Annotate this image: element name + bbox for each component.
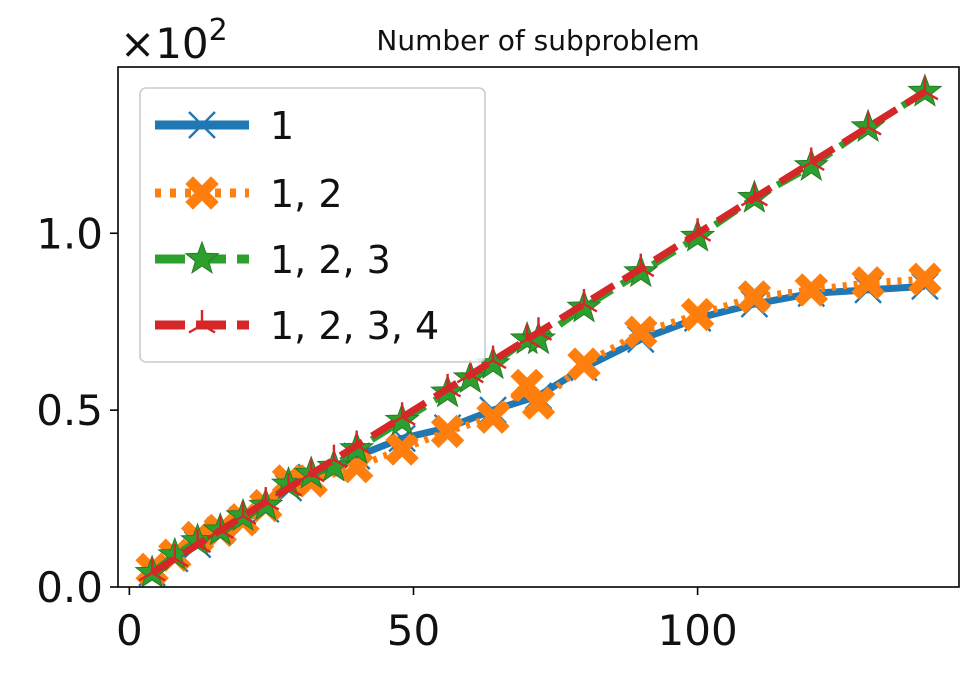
legend: 1 1, 2 1, 2, 3 1, 2, 3, 4 [139, 87, 486, 363]
series-4-point [206, 515, 234, 539]
series-4-point [524, 317, 553, 341]
series-3-point [793, 147, 829, 181]
series-4-point [274, 472, 303, 497]
series-2-point [851, 266, 885, 300]
y-tick-label: 1.0 [36, 209, 103, 258]
legend-item-2: 1, 2 [155, 172, 343, 216]
y-tick-label: 0.5 [36, 386, 103, 435]
series-layer [134, 73, 943, 587]
series-4-point [138, 557, 166, 582]
series-2-point [385, 432, 419, 466]
series-3-point [566, 289, 602, 323]
legend-marker [185, 176, 219, 210]
series-2-point [430, 414, 465, 449]
series-4-point [388, 402, 416, 426]
series-2-point [794, 273, 829, 307]
x-tick-label: 0 [116, 606, 143, 655]
plot-frame [117, 66, 960, 588]
series-2-point [680, 297, 715, 332]
series-3-point [384, 402, 420, 436]
legend-marker [188, 310, 216, 334]
series-4-point [320, 444, 348, 469]
x-tick-label: 50 [387, 606, 440, 655]
y-scale-multiplier: ×102 [120, 13, 228, 68]
series-2-point [624, 315, 658, 350]
series-4-point [297, 458, 325, 483]
series-4-point [911, 76, 939, 101]
series-4-point [479, 345, 507, 370]
legend-item-4: 1, 2, 3, 4 [155, 304, 439, 348]
series-4-point [513, 324, 541, 348]
legend-item-1: 1 [155, 104, 294, 148]
series-3-point [316, 448, 352, 482]
series-4-point [343, 430, 371, 455]
legend-label: 1 [270, 104, 294, 148]
legend-box [139, 87, 486, 363]
y-axis-ticks: 0.0 0.5 1.0 [36, 209, 118, 612]
series-4-point [740, 182, 769, 207]
series-4-point [797, 147, 825, 172]
series-4-point [229, 501, 257, 525]
x-tick-label: 100 [658, 606, 738, 655]
series-2-point [737, 280, 772, 314]
series-4-point [854, 112, 882, 136]
series-4-point [627, 253, 655, 278]
legend-label: 1, 2 [270, 172, 343, 216]
legend-marker [184, 240, 220, 274]
x-axis-ticks: 0 50 100 [116, 587, 738, 655]
series-4-point [570, 289, 598, 313]
series-4-point [683, 218, 712, 242]
chart-title: Number of subproblem [376, 24, 699, 57]
series-2-point [521, 386, 556, 420]
series-2-point [567, 347, 601, 381]
y-tick-label: 0.0 [36, 563, 103, 612]
series-4-point [183, 529, 212, 554]
legend-item-3: 1, 2, 3 [155, 238, 391, 282]
series-2-point [476, 400, 510, 434]
series-2-point [908, 262, 942, 296]
series-4 [138, 76, 939, 582]
legend-marker [188, 111, 216, 139]
legend-label: 1, 2, 3 [270, 238, 391, 282]
series-4-point [252, 487, 280, 511]
series-4-point [161, 543, 189, 568]
series-4-point [433, 373, 462, 398]
legend-label: 1, 2, 3, 4 [270, 304, 439, 348]
